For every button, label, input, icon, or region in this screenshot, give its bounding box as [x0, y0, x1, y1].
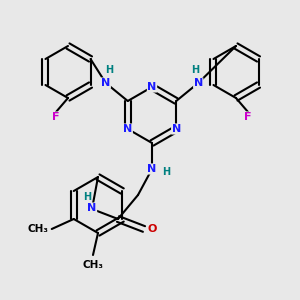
Text: CH₃: CH₃	[28, 224, 49, 234]
Text: N: N	[101, 78, 110, 88]
Text: H: H	[191, 65, 199, 75]
Text: N: N	[87, 203, 97, 213]
Text: N: N	[147, 164, 157, 174]
Text: F: F	[244, 112, 252, 122]
Text: H: H	[83, 192, 91, 202]
Text: N: N	[194, 78, 203, 88]
Text: N: N	[172, 124, 181, 134]
Text: H: H	[162, 167, 170, 177]
Text: N: N	[123, 124, 132, 134]
Text: H: H	[105, 65, 113, 75]
Text: CH₃: CH₃	[82, 260, 103, 270]
Text: F: F	[52, 112, 60, 122]
Text: N: N	[147, 82, 157, 92]
Text: O: O	[147, 224, 157, 234]
